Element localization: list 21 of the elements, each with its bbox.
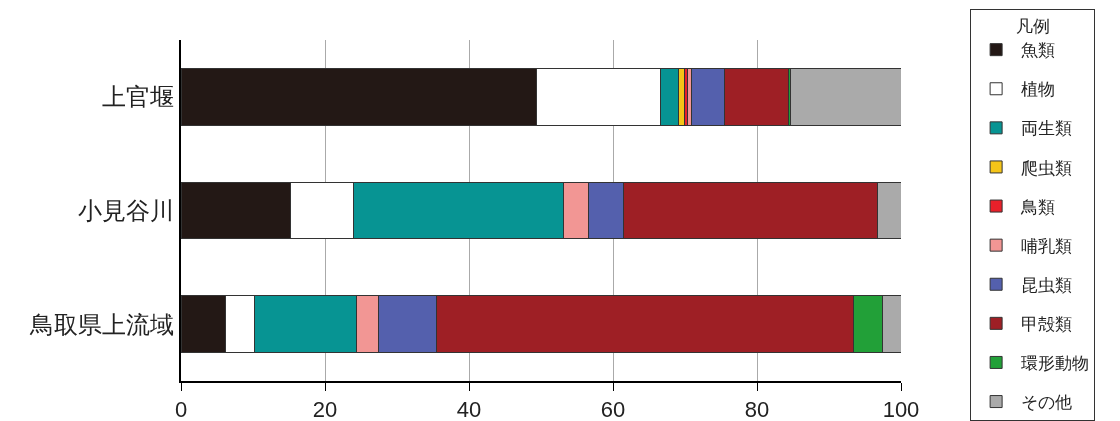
x-tick-label: 0 [174,397,188,421]
x-tick-label: 80 [744,397,770,421]
x-tick-label: 60 [600,397,626,421]
legend-label: 環形動物 [1021,354,1090,374]
legend-title: 凡例 [1015,17,1050,37]
bar [790,67,901,126]
legend-label: 両生類 [1021,119,1073,139]
legend-label: 爬虫類 [1021,158,1073,178]
x-tick-label: 20 [312,397,338,421]
legend-label: 甲殻類 [1021,314,1073,334]
x-tick-label: 100 [882,397,920,421]
legend-label: 昆虫類 [1021,275,1073,295]
legend-label: 魚類 [1021,41,1056,61]
y-tick-label: 上官堰 [102,83,175,111]
legend-label: 哺乳類 [1021,236,1073,256]
legend-label: 鳥類 [1020,197,1056,217]
legend-label: その他 [1021,393,1073,413]
legend-label: 植物 [1021,80,1056,100]
y-tick-label: 小見谷川 [78,196,175,224]
y-tick-label: 鳥取県上流域 [29,310,175,338]
x-tick-label: 40 [456,397,482,421]
